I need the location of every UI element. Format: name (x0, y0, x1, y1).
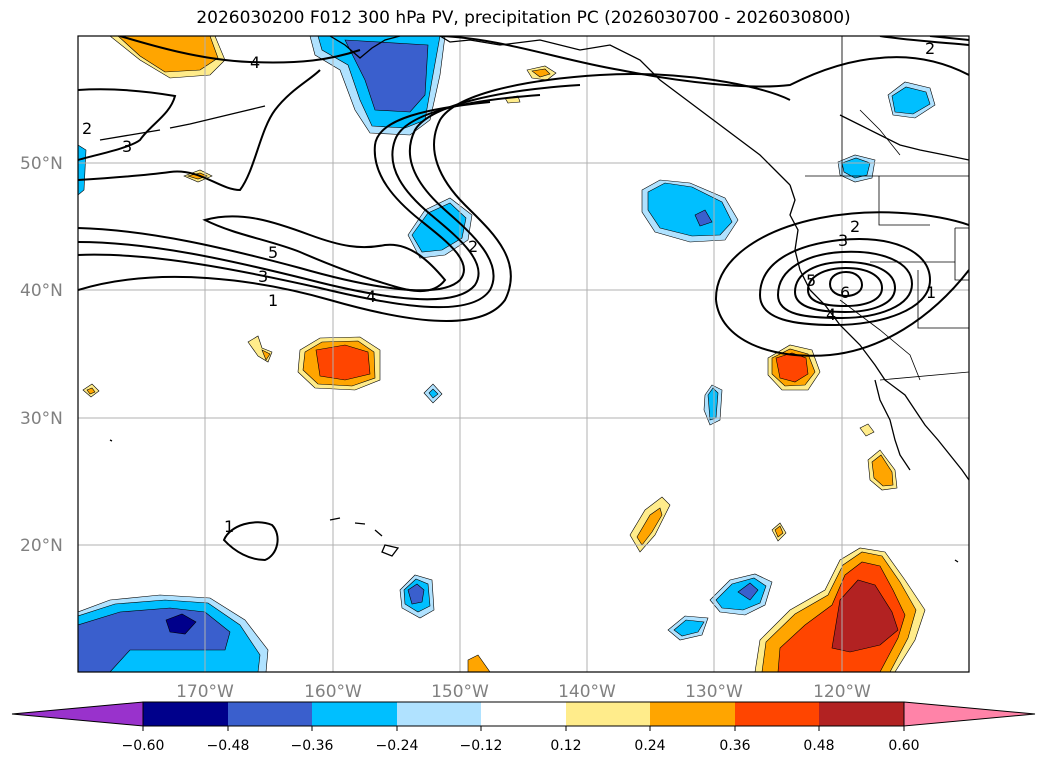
map-frame (77, 35, 970, 673)
pv-contour-1 (78, 73, 791, 322)
north-america-coast (789, 184, 969, 481)
lon-label: 170°W (176, 682, 234, 702)
colorbar-segment (397, 702, 481, 726)
pv-label: 3 (258, 267, 268, 286)
pv-contour-4 (78, 101, 491, 292)
pv-contour-3 (78, 94, 541, 301)
colorbar-extend-high (903, 701, 1036, 727)
pv-label: 2 (82, 119, 92, 138)
colorbar-segment (143, 702, 228, 726)
pv-label: 3 (122, 137, 132, 156)
pv-label: 4 (366, 287, 376, 306)
colorbar-segment (819, 702, 904, 726)
colorbar-frame (142, 701, 905, 727)
colorbar-segment (481, 702, 566, 726)
pv-label: 4 (826, 305, 836, 324)
colorbar-segment (566, 702, 650, 726)
colorbar-segment (650, 702, 735, 726)
pv-label: 1 (268, 291, 278, 310)
colorbar-tick-label: 0.12 (550, 738, 581, 754)
pv-contour-labels: 4 3 2 5 3 1 4 2 2 3 5 6 4 1 1 2 (82, 39, 936, 536)
colorbar-tick-label: −0.36 (291, 738, 334, 754)
lon-label: 160°W (304, 682, 362, 702)
pv-contour-south (222, 521, 279, 562)
lon-label: 120°W (813, 682, 871, 702)
colorbar-tick-label: −0.60 (122, 738, 165, 754)
longitude-labels: 170°W 160°W 150°W 140°W 130°W 120°W (176, 682, 871, 702)
pv-contours (78, 36, 969, 562)
pv-label: 2 (468, 237, 478, 256)
pv-cutoff-outer (714, 211, 969, 301)
pv-label: 6 (840, 283, 850, 302)
colorbar-extend-low (11, 701, 144, 727)
colorbar-tick-label: −0.48 (207, 738, 250, 754)
precip-anomaly-shading (78, 36, 936, 672)
lat-label: 40°N (20, 281, 63, 301)
pv-label: 5 (268, 243, 278, 262)
colorbar-tick-label: 0.48 (803, 738, 834, 754)
lon-label: 150°W (431, 682, 489, 702)
latitude-labels: 50°N 40°N 30°N 20°N (20, 154, 63, 556)
colorbar-tick-label: 0.24 (634, 738, 665, 754)
pv-label: 5 (806, 271, 816, 290)
map-panel: 4 3 2 5 3 1 4 2 2 3 5 6 4 1 1 2 (78, 36, 969, 672)
colorbar: −0.60 −0.48 −0.36 −0.24 −0.12 0.12 0.24 … (11, 701, 1036, 754)
borders (805, 36, 969, 381)
colorbar-segment (735, 702, 819, 726)
colorbar-tick-label: −0.12 (460, 738, 503, 754)
pv-label: 2 (850, 217, 860, 236)
lon-label: 130°W (685, 682, 743, 702)
colorbar-tick-label: 0.36 (719, 738, 750, 754)
lon-label: 140°W (558, 682, 616, 702)
colorbar-tick-label: −0.24 (376, 738, 419, 754)
colorbar-ticks (142, 726, 905, 731)
pv-contour-5 (202, 215, 447, 293)
map-title: 2026030200 F012 300 hPa PV, precipitatio… (196, 8, 851, 28)
coastlines (99, 36, 969, 563)
pv-label: 4 (250, 53, 260, 72)
colorbar-tick-label: 0.60 (888, 738, 919, 754)
lat-label: 50°N (20, 154, 63, 174)
hawaii-islands (329, 517, 400, 557)
pv-contour-2 (78, 84, 581, 309)
alaska-coast (329, 36, 401, 59)
pv-label: 2 (925, 39, 935, 58)
lat-label: 30°N (20, 409, 63, 429)
pv-label: 1 (926, 283, 936, 302)
colorbar-segment (228, 702, 312, 726)
pv-label: 1 (224, 517, 234, 536)
pv-label: 3 (838, 231, 848, 250)
lat-label: 20°N (20, 536, 63, 556)
pv-contour-north (78, 88, 177, 161)
colorbar-segment (312, 702, 397, 726)
